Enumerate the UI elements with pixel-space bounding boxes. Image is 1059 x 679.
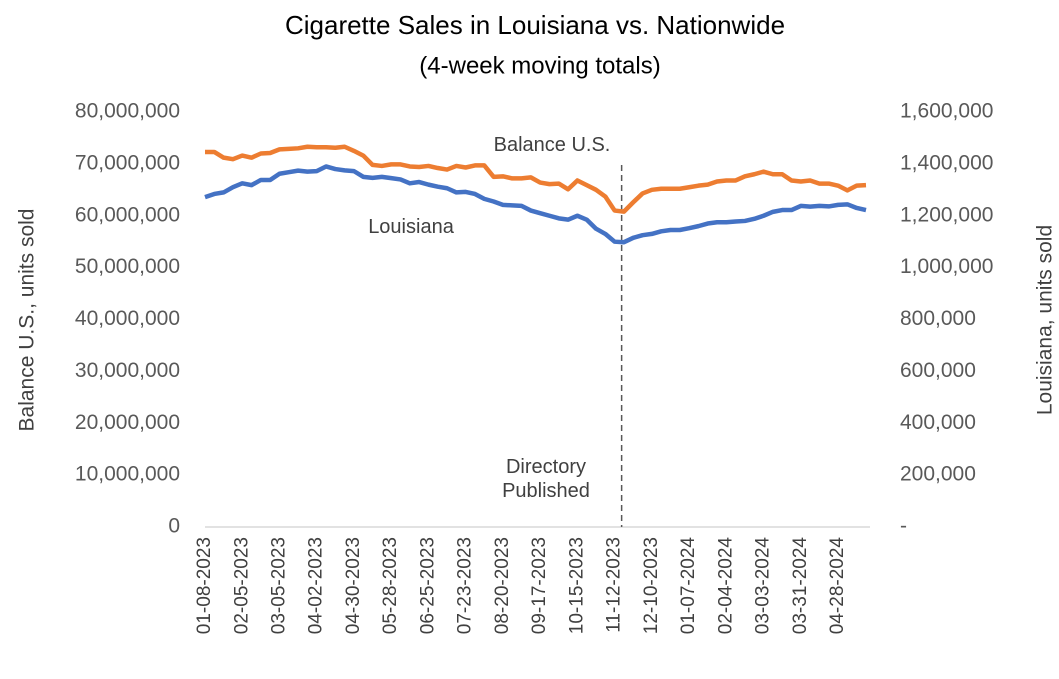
y-tick-label: 60,000,000 [75,203,180,226]
chart-title: Cigarette Sales in Louisiana vs. Nationw… [285,10,785,40]
y2-tick-label: 800,000 [900,307,976,330]
x-tick-label: 03-05-2023 [268,537,289,634]
y2-tick-label: - [900,515,907,538]
x-tick-label: 02-04-2024 [715,537,736,635]
x-tick-label: 05-28-2023 [380,537,401,634]
y2-tick-label: 600,000 [900,359,976,382]
y-tick-label: 20,000,000 [75,411,180,434]
y-tick-label: 70,000,000 [75,151,180,174]
y2-tick-label: 1,600,000 [900,100,993,123]
y-tick-label: 0 [168,515,180,538]
y-tick-label: 10,000,000 [75,463,180,486]
x-tick-label: 10-15-2023 [566,537,587,634]
x-tick-label: 08-20-2023 [492,537,513,634]
x-tick-label: 06-25-2023 [417,537,438,634]
x-tick-label: 04-30-2023 [343,537,364,634]
y-axis-title: Balance U.S., units sold [16,209,39,432]
annotation: Directory Published [502,456,590,502]
x-tick-label: 07-23-2023 [455,537,476,634]
x-tick-label: 09-17-2023 [529,537,550,634]
x-tick-label: 04-02-2023 [306,537,327,634]
x-tick-label: 03-31-2024 [790,537,811,635]
x-tick-label: 11-12-2023 [604,537,625,633]
chart-subtitle: (4-week moving totals) [419,52,660,79]
y2-tick-label: 1,000,000 [900,255,993,278]
annotation: Balance U.S. [493,134,611,156]
y2-tick-label: 200,000 [900,463,976,486]
annotation: Louisiana [368,216,454,238]
y-tick-label: 80,000,000 [75,100,180,123]
x-tick-label: 01-08-2023 [194,537,215,634]
x-tick-label: 01-07-2024 [678,537,699,635]
y2-tick-label: 400,000 [900,411,976,434]
x-tick-label: 03-03-2024 [753,537,774,635]
series-line [204,164,867,245]
y-tick-label: 40,000,000 [75,307,180,330]
y2-axis-title: Louisiana, units sold [1034,225,1057,415]
x-tick-label: 04-28-2024 [827,537,848,635]
x-tick-label: 02-05-2023 [231,537,252,634]
y2-tick-label: 1,400,000 [900,151,993,174]
y2-tick-label: 1,200,000 [900,203,993,226]
y-tick-label: 30,000,000 [75,359,180,382]
x-tick-label: 12-10-2023 [641,537,662,634]
y-tick-label: 50,000,000 [75,255,180,278]
series-line [205,144,867,214]
